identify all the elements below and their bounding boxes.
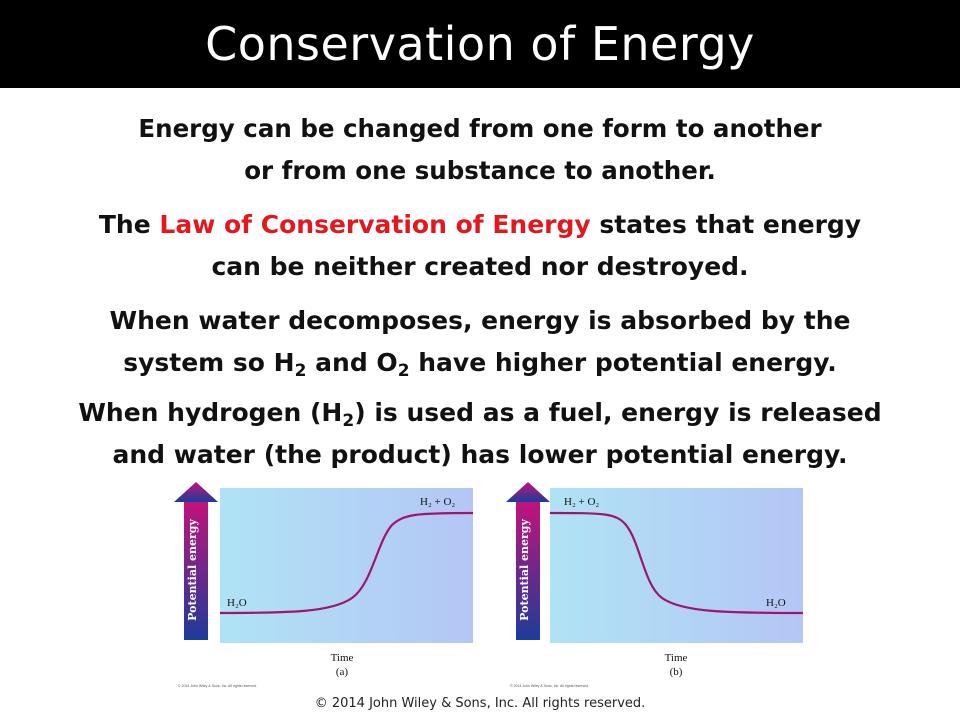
energy-diagram-b-svg: Potential energy H₂ + O₂ H₂O Time (b) © …: [506, 482, 804, 688]
potential-energy-arrow: [506, 482, 550, 640]
subscript: 2: [397, 361, 410, 381]
x-axis-label: Time: [665, 652, 688, 664]
paragraph-line: When hydrogen (H2) is used as a fuel, en…: [10, 392, 950, 434]
title-bar: Conservation of Energy: [0, 0, 960, 88]
paragraph-line: Energy can be changed from one form to a…: [138, 114, 822, 143]
diagram-panel: [550, 488, 803, 643]
law-highlight: Law of Conservation of Energy: [159, 210, 591, 239]
slide-title: Conservation of Energy: [205, 17, 755, 71]
diagram-credit: © 2014 John Wiley & Sons, Inc. All right…: [178, 684, 257, 688]
subscript: 2: [294, 361, 307, 381]
potential-energy-arrow: [174, 482, 218, 640]
subscript: 2: [342, 411, 355, 431]
energy-curve: [549, 511, 804, 615]
text-segment: system so H: [123, 348, 295, 377]
text-segment: When hydrogen (H: [78, 398, 343, 427]
paragraph-hydrogen-fuel: When hydrogen (H2) is used as a fuel, en…: [10, 392, 950, 476]
x-axis-label: Time: [331, 652, 354, 664]
low-energy-label: H₂O: [227, 597, 247, 609]
paragraph-energy-change: Energy can be changed from one form to a…: [10, 108, 950, 192]
paragraph-line: or from one substance to another.: [244, 156, 716, 185]
paragraph-water-decomposes: When water decomposes, energy is absorbe…: [10, 300, 950, 384]
paragraph-conservation-law: The Law of Conservation of Energy states…: [10, 204, 950, 288]
diagram-panel: [220, 488, 473, 643]
high-energy-label: H₂ + O₂: [420, 496, 455, 508]
text-segment: have higher potential energy.: [409, 348, 837, 377]
text-segment: ) is used as a fuel, energy is released: [354, 398, 882, 427]
text-segment: states that energy: [590, 210, 862, 239]
copyright-footer: © 2014 John Wiley & Sons, Inc. All right…: [314, 696, 646, 711]
diagram-caption: (a): [336, 666, 349, 678]
paragraph-line: When water decomposes, energy is absorbe…: [109, 306, 851, 335]
paragraph-line: can be neither created nor destroyed.: [211, 252, 749, 281]
paragraph-line: The Law of Conservation of Energy states…: [10, 204, 950, 246]
energy-diagram-b: Potential energy H₂ + O₂ H₂O Time (b) © …: [504, 480, 814, 695]
diagram-caption: (b): [670, 666, 683, 678]
y-axis-label: Potential energy: [186, 519, 199, 621]
y-axis-label: Potential energy: [518, 519, 531, 621]
low-energy-label: H₂O: [766, 597, 786, 609]
text-segment: and O: [306, 348, 398, 377]
paragraph-line: system so H2 and O2 have higher potentia…: [10, 342, 950, 384]
energy-diagram-a-svg: Potential energy H₂O H₂ + O₂ Time (a) © …: [174, 482, 474, 688]
high-energy-label: H₂ + O₂: [564, 496, 599, 508]
text-segment: The: [98, 210, 160, 239]
energy-diagram-a: Potential energy H₂O H₂ + O₂ Time (a) © …: [172, 480, 482, 695]
paragraph-line: and water (the product) has lower potent…: [112, 440, 848, 469]
energy-curve: [219, 511, 474, 615]
diagram-credit: © 2014 John Wiley & Sons, Inc. All right…: [510, 684, 589, 688]
